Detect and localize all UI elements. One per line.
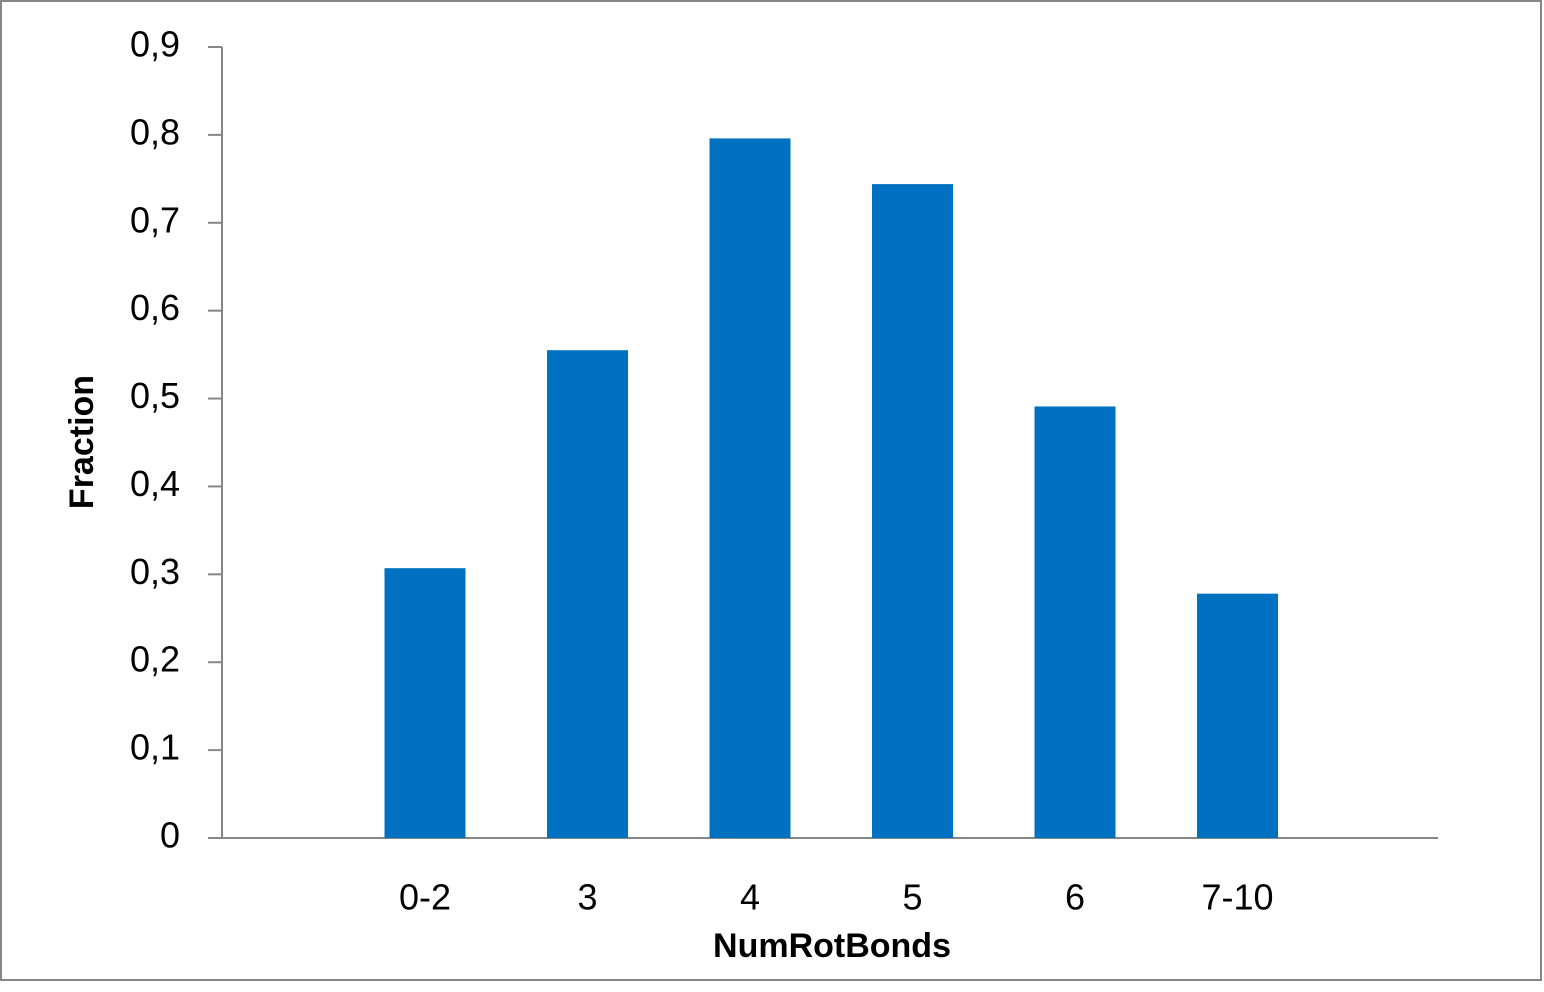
y-tick-label: 0,7 bbox=[130, 199, 180, 240]
y-tick-label: 0,8 bbox=[130, 111, 180, 152]
x-tick-label: 4 bbox=[740, 877, 760, 918]
y-tick-label: 0,2 bbox=[130, 639, 180, 680]
y-tick-label: 0 bbox=[160, 815, 180, 856]
y-tick-label: 0,4 bbox=[130, 463, 180, 504]
y-tick-label: 0,6 bbox=[130, 287, 180, 328]
y-tick-label: 0,1 bbox=[130, 727, 180, 768]
x-tick-label: 3 bbox=[577, 877, 597, 918]
y-axis-title: Fraction bbox=[63, 375, 101, 509]
bar bbox=[709, 138, 791, 839]
bar bbox=[1034, 406, 1116, 838]
y-tick-label: 0,9 bbox=[130, 24, 180, 65]
x-tick-label: 0-2 bbox=[399, 877, 451, 918]
bar bbox=[384, 568, 466, 838]
x-tick-label: 7-10 bbox=[1201, 877, 1273, 918]
x-tick-label: 6 bbox=[1065, 877, 1085, 918]
y-tick-label: 0,5 bbox=[130, 375, 180, 416]
bar bbox=[547, 350, 628, 838]
bar bbox=[1197, 593, 1278, 838]
bar bbox=[872, 184, 953, 838]
x-axis-title: NumRotBonds bbox=[713, 927, 951, 965]
y-tick-label: 0,3 bbox=[130, 551, 180, 592]
x-tick-label: 5 bbox=[902, 877, 922, 918]
